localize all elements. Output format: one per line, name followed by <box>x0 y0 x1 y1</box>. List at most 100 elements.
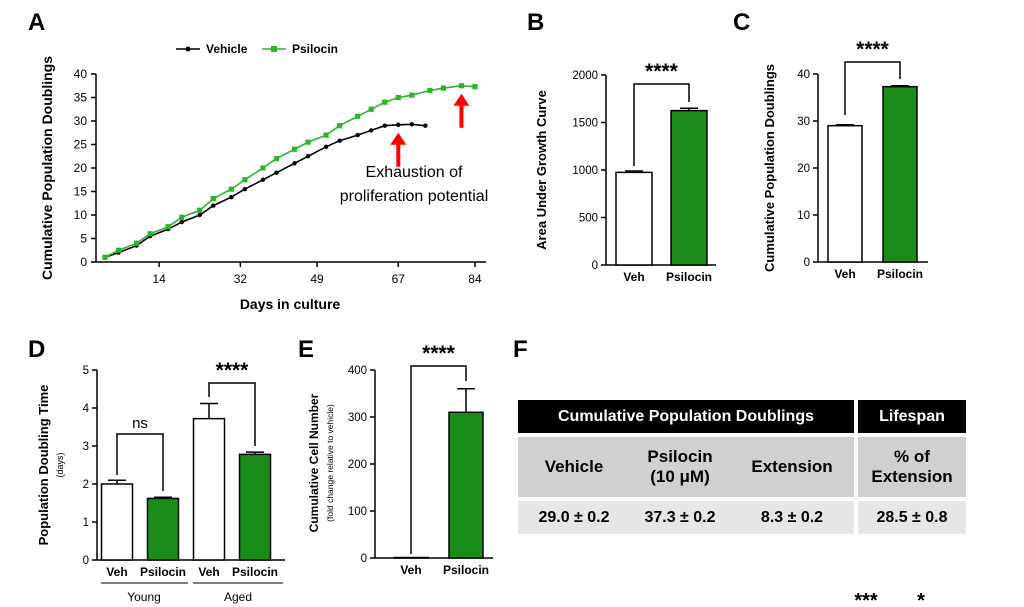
d-y-label: Population Doubling Time <box>36 385 51 546</box>
val-extension: 8.3 ± 0.2 <box>730 497 856 534</box>
ytick-label: 200 <box>348 459 367 471</box>
footer-mark-1: *** <box>854 590 878 607</box>
data-point-psilocin <box>440 85 446 91</box>
significance-bracket <box>410 365 467 554</box>
col-extension: Extension <box>730 433 856 499</box>
bar-psilocin <box>448 411 484 559</box>
data-point-psilocin <box>210 195 216 202</box>
data-point-vehicle <box>337 138 342 143</box>
panel-e: Cumulative Cell Number (fold change rela… <box>307 342 493 577</box>
data-point-vehicle <box>179 219 184 225</box>
e-y-label: Cumulative Cell Number <box>307 393 321 532</box>
significance-bracket <box>116 433 164 491</box>
a-ytick-label: 40 <box>74 67 88 81</box>
panel-c: Cumulative Population Doublings 0 10 20 30 4… <box>762 38 928 281</box>
data-point-vehicle <box>274 170 279 175</box>
ytick-label: 1 <box>83 517 89 529</box>
ytick-label: 1000 <box>572 165 598 177</box>
x-category-label: Veh <box>834 267 855 281</box>
ytick-label: 100 <box>348 506 367 518</box>
panel-b: Area Under Growth Curve 0 500 1000 1500 2000… <box>534 60 716 284</box>
data-point-psilocin <box>134 240 140 246</box>
table-column-row: Vehicle Psilocin (10 μM) Extension % of Ex… <box>518 433 966 499</box>
table-header-row: Cumulative Population Doublings Lifespan <box>518 400 966 435</box>
significance-label: **** <box>422 342 456 365</box>
data-point-psilocin <box>395 94 401 101</box>
data-point-psilocin <box>368 106 374 112</box>
x-category-label: Psilocin <box>443 563 489 577</box>
val-vehicle: 29.0 ± 0.2 <box>518 497 630 534</box>
col-psilocin-label: Psilocin <box>647 447 713 466</box>
x-category-label: Veh <box>198 565 219 579</box>
data-point-vehicle <box>323 144 329 150</box>
data-point-psilocin <box>260 165 266 171</box>
ytick-label: 0 <box>804 257 810 269</box>
data-point-vehicle <box>369 128 374 133</box>
a-xtick-label: 67 <box>392 272 406 286</box>
x-category-label: Veh <box>106 565 127 579</box>
d-group-aged: Aged <box>224 590 252 604</box>
d-y-sublabel: (days) <box>55 452 65 477</box>
ytick-label: 0 <box>83 555 89 567</box>
panel-label-c: C <box>733 9 750 36</box>
data-point-psilocin <box>242 177 248 183</box>
col-pct-label: % of <box>894 447 930 466</box>
ytick-label: 400 <box>348 365 367 377</box>
data-point-vehicle <box>423 123 428 128</box>
data-point-psilocin <box>147 231 153 237</box>
col-psilocin-dose: (10 μM) <box>650 467 710 486</box>
legend-vehicle-marker <box>185 46 191 52</box>
annotation-line-1: Exhaustion of <box>366 164 464 181</box>
data-point-vehicle <box>211 203 216 208</box>
x-category-label: Psilocin <box>877 267 923 281</box>
data-point-psilocin <box>458 83 465 89</box>
a-ytick-label: 15 <box>74 185 88 199</box>
val-psilocin: 37.3 ± 0.2 <box>630 497 730 534</box>
col-psilocin: Psilocin (10 μM) <box>630 433 730 499</box>
data-point-vehicle <box>382 123 387 128</box>
x-category-label: Veh <box>400 563 421 577</box>
a-ytick-label: 0 <box>80 255 87 269</box>
red-arrow-head <box>390 132 407 145</box>
x-category-label: Psilocin <box>232 565 278 579</box>
ytick-label: 30 <box>797 116 810 128</box>
bar-psilocin <box>146 497 180 561</box>
table-row: 29.0 ± 0.2 37.3 ± 0.2 8.3 ± 0.2 28.5 ± 0… <box>518 497 966 534</box>
col-vehicle-label: Vehicle <box>544 457 604 476</box>
data-point-psilocin <box>323 132 329 138</box>
data-point-psilocin <box>197 207 203 213</box>
ytick-label: 4 <box>83 403 90 415</box>
val-pct-extension: 28.5 ± 0.8 <box>854 497 966 534</box>
data-point-psilocin <box>291 146 298 152</box>
x-category-label: Psilocin <box>140 565 186 579</box>
col-extension-label: Extension <box>751 457 833 476</box>
panel-a: Vehicle Psilocin 0 5 10 15 20 25 30 35 40 14 32 49… <box>39 42 488 312</box>
footer-mark-2: * <box>917 590 925 607</box>
data-point-vehicle <box>305 154 311 159</box>
data-point-vehicle <box>229 194 234 200</box>
red-arrow-head <box>453 93 470 106</box>
data-point-psilocin <box>305 139 311 145</box>
data-point-psilocin <box>472 84 478 90</box>
ytick-label: 3 <box>83 441 89 453</box>
ytick-label: 40 <box>797 69 810 81</box>
significance-label: ns <box>132 415 148 432</box>
legend-psilocin-label: Psilocin <box>292 42 338 56</box>
ytick-label: 2000 <box>572 70 598 82</box>
panel-label-d: D <box>28 336 45 363</box>
a-xtick-label: 32 <box>234 272 248 286</box>
data-point-psilocin <box>115 247 122 253</box>
data-point-vehicle <box>260 177 266 182</box>
table-header-side: Lifespan <box>854 400 966 435</box>
a-xtick-label: 49 <box>310 272 324 286</box>
bar-veh <box>100 483 134 561</box>
results-table: Cumulative Population Doublings Lifespan… <box>518 400 966 534</box>
data-point-psilocin <box>228 186 234 192</box>
d-group-young: Young <box>127 590 161 604</box>
data-point-psilocin <box>165 224 171 230</box>
x-category-label: Veh <box>623 270 644 284</box>
legend-vehicle-label: Vehicle <box>206 42 248 56</box>
a-ytick-label: 20 <box>74 161 88 175</box>
a-ytick-label: 10 <box>74 208 88 222</box>
data-point-vehicle <box>396 122 401 127</box>
